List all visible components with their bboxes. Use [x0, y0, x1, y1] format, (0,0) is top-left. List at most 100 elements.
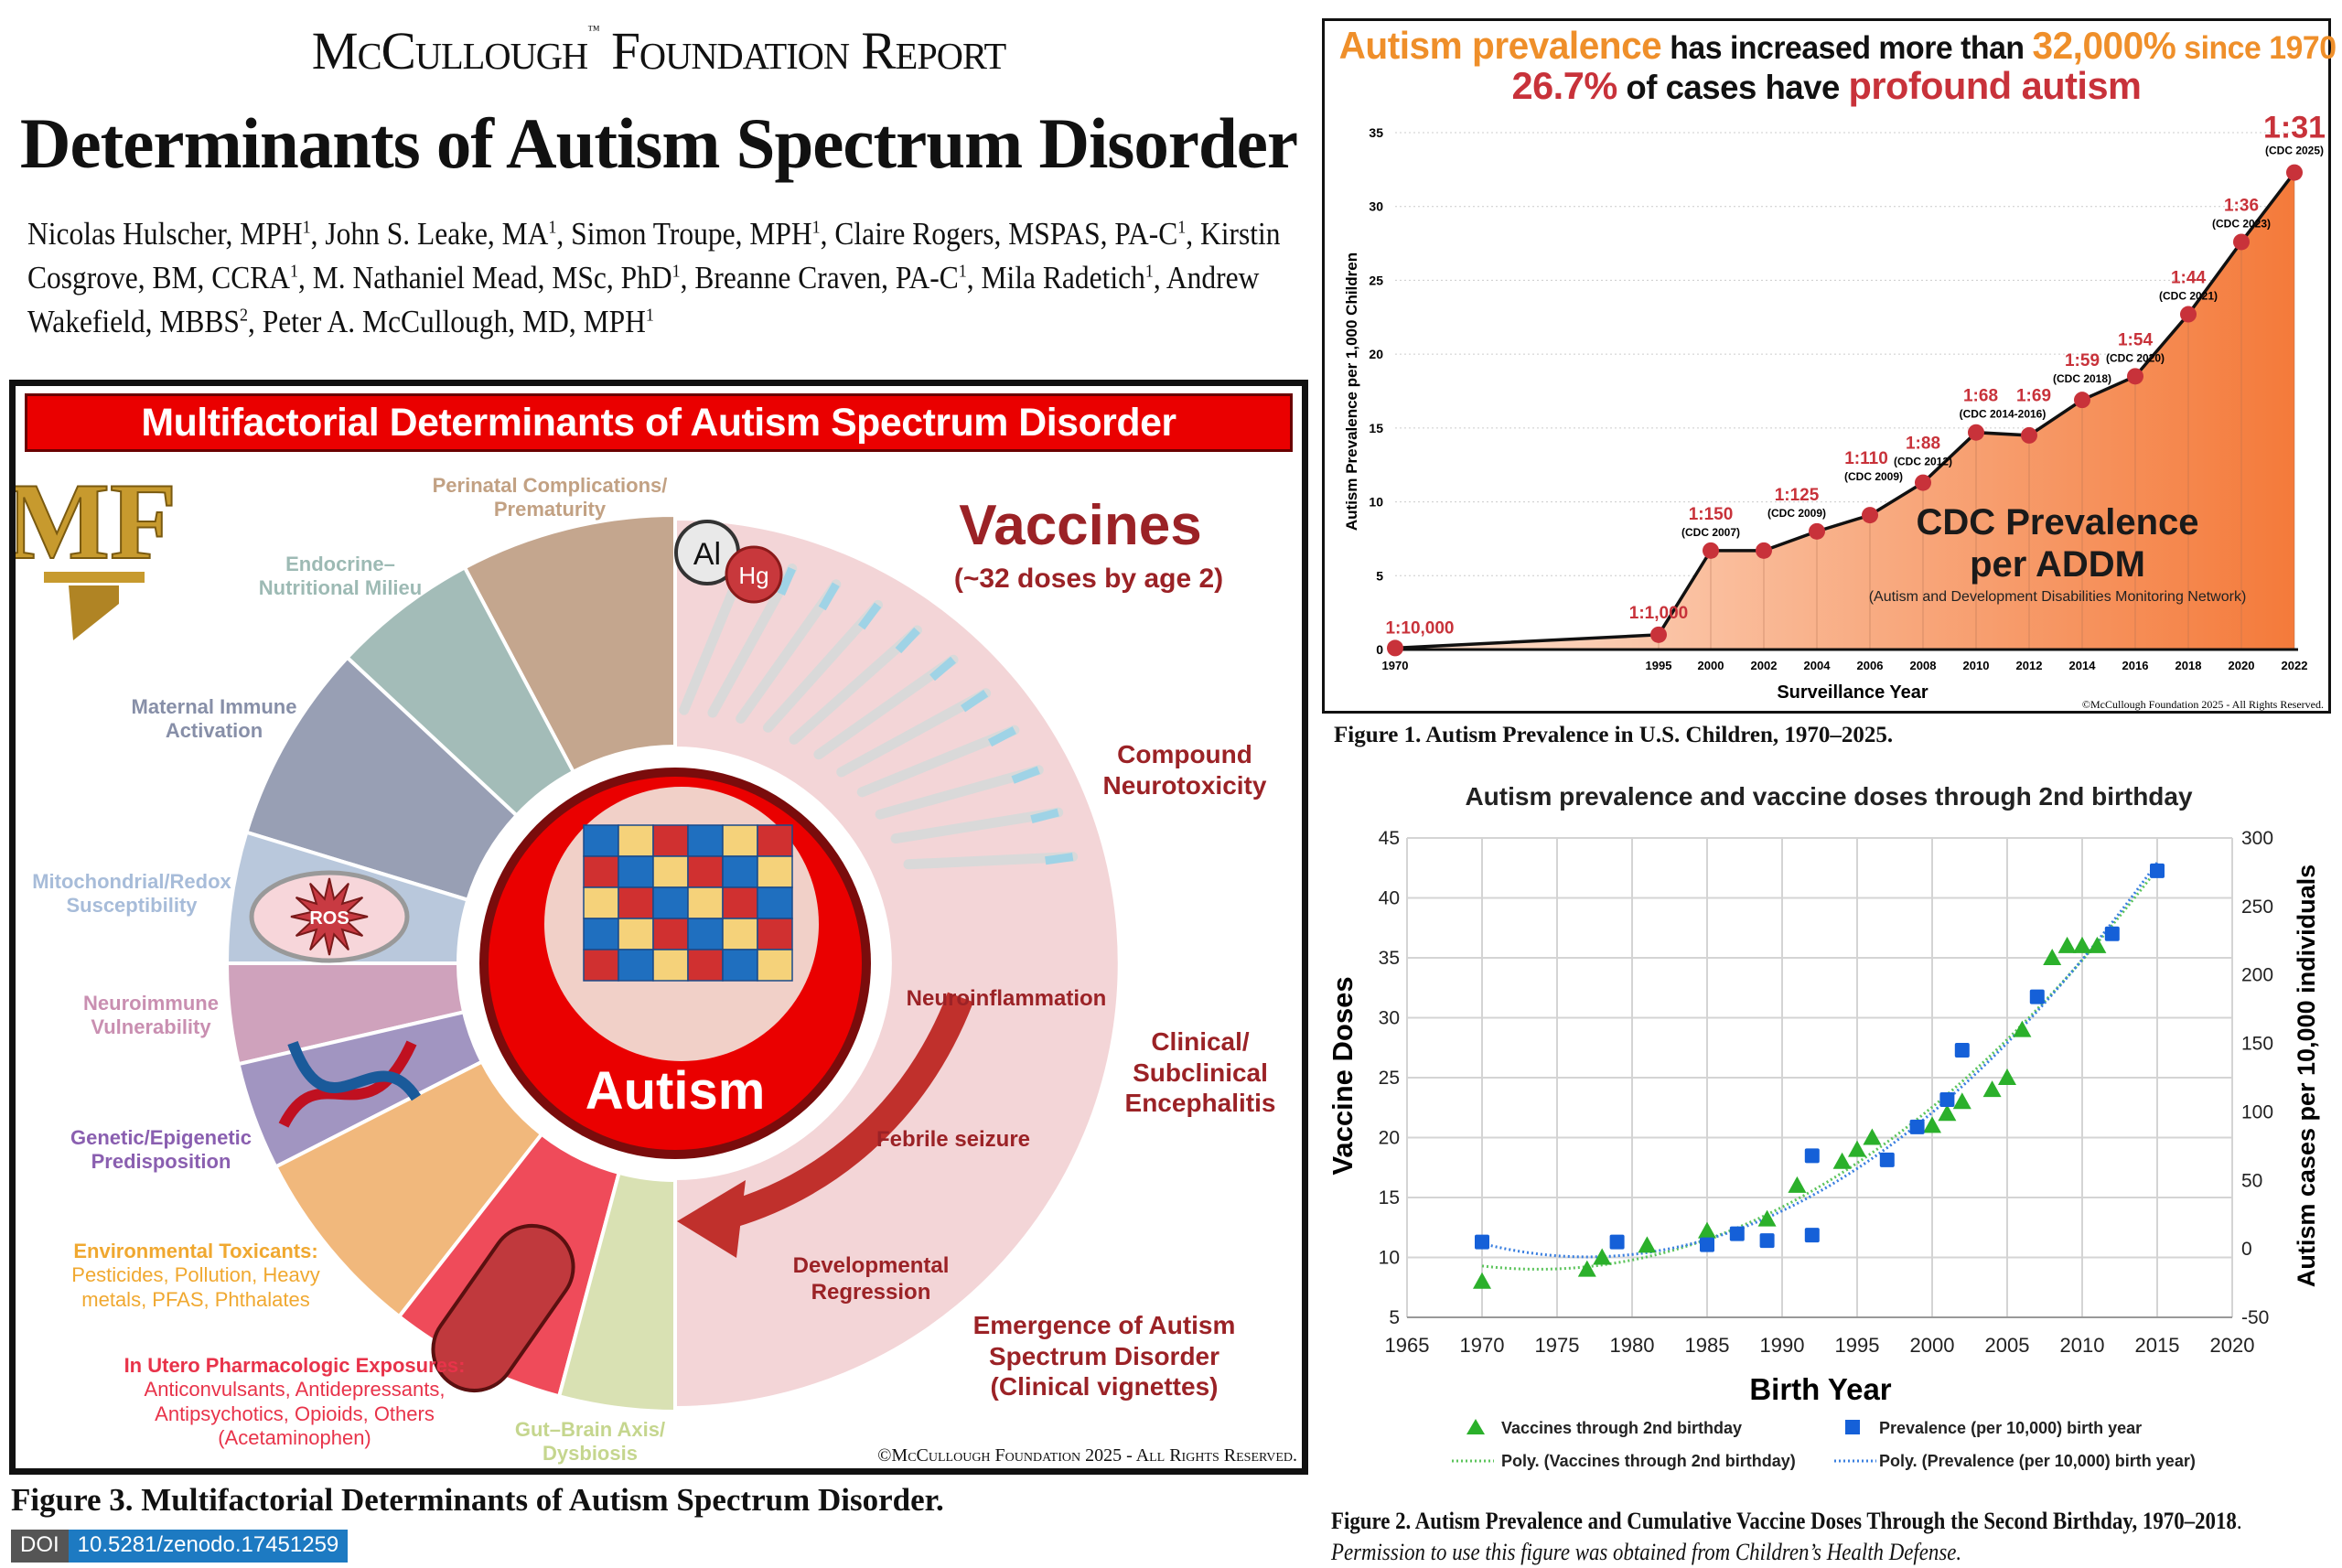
puzzle-piece [687, 918, 724, 950]
mf-logo: MF [16, 459, 177, 640]
figure-3-copyright: ©McCullough Foundation 2025 - All Rights… [877, 1445, 1297, 1466]
subheadline-part: 26.7% [1511, 64, 1618, 107]
puzzle-piece [722, 824, 758, 857]
headline-part: Autism prevalence [1338, 24, 1662, 67]
puzzle-piece [687, 855, 724, 888]
prevalence-point [1939, 1091, 1955, 1107]
figure-2-chart: Autism prevalence and vaccine doses thro… [1327, 782, 2320, 1470]
data-point [1862, 507, 1878, 524]
prevalence-point [2150, 863, 2165, 878]
factor-title: In Utero Pharmacologic Exposures: [124, 1354, 466, 1377]
data-point [1809, 522, 1825, 540]
trademark: ™ [587, 24, 600, 38]
vaccine-dose-point [2043, 949, 2062, 965]
source-label: (CDC 2018) [2053, 372, 2111, 385]
source-label: (CDC 2021) [2159, 290, 2218, 303]
puzzle-piece [618, 824, 654, 857]
syringe-tip [818, 582, 840, 611]
y-tick-label: 0 [1376, 642, 1383, 657]
vaccine-dose-point [1593, 1248, 1612, 1265]
puzzle-piece [687, 824, 724, 857]
encephalitis-label: Clinical/ Subclinical Encephalitis [1124, 1027, 1276, 1118]
mercury-icon [725, 545, 783, 604]
factor-label: Maternal Immune Activation [132, 695, 297, 744]
data-point [1915, 474, 1931, 491]
prevalence-point [1759, 1233, 1775, 1249]
vaccine-dose-point [1638, 1236, 1657, 1253]
data-point [1387, 639, 1403, 657]
figure-1 [1322, 18, 2331, 714]
ros-label: ROS [309, 908, 349, 929]
affiliation-marker: 1 [645, 305, 654, 326]
vaccine-dose-point [1982, 1080, 2002, 1098]
figure-3-caption: Figure 3. Multifactorial Determinants of… [11, 1482, 944, 1518]
factor-title: Mitochondrial/Redox [32, 870, 231, 893]
vaccine-dose-point [1698, 1221, 1716, 1239]
doi-value[interactable]: 10.5281/zenodo.17451259 [68, 1530, 349, 1563]
data-point [2233, 233, 2250, 251]
puzzle-piece [652, 886, 689, 919]
y2-tick-label: 200 [2241, 965, 2273, 986]
x-axis-label: Surveillance Year [1777, 682, 1928, 703]
doi-badge[interactable]: DOI 10.5281/zenodo.17451259 [11, 1530, 349, 1563]
ratio-label: 1:10,000 [1385, 618, 1454, 638]
factor-label: Environmental Toxicants: Pesticides, Poll… [59, 1240, 333, 1312]
x-tick-label: 2010 [1963, 659, 1990, 672]
x-tick-label: 2015 [2135, 1334, 2180, 1357]
autism-center-label: Autism [585, 1061, 766, 1121]
neuroinflammation-label: Neuroinflammation [906, 986, 1107, 1011]
x-tick-label: 2010 [2060, 1334, 2105, 1357]
syringe-tip [858, 602, 882, 630]
arrow-head-icon [677, 1180, 746, 1258]
prevalence-point [1954, 1043, 1970, 1058]
annotation-subtitle: (Autism and Development Disabilities Mon… [1869, 589, 2247, 605]
figure-1-caption: Figure 1. Autism Prevalence in U.S. Chil… [1334, 723, 1894, 747]
ratio-label: 1:88 [1906, 435, 1940, 454]
factor-label: Perinatal Complications/Prematurity [433, 474, 668, 522]
ratio-label: 1:44 [2171, 269, 2206, 288]
x-axis-label: Birth Year [1749, 1372, 1891, 1406]
affiliation-marker: 1 [1144, 261, 1154, 282]
author: Claire Rogers, MSPAS, PA-C1 [834, 216, 1187, 252]
data-point [1650, 626, 1667, 643]
y-axis-label: Vaccine Doses [1327, 976, 1359, 1175]
y-tick-label: 15 [1369, 421, 1383, 435]
y-tick-label: 10 [1379, 1248, 1400, 1269]
source-label: (CDC 2020) [2106, 351, 2165, 364]
prevalence-area [1395, 172, 2294, 650]
y-tick-label: 5 [1376, 568, 1383, 583]
factor-title: Maternal Immune [131, 695, 297, 718]
x-tick-label: 2004 [1804, 659, 1832, 672]
factor-title: Neuroimmune [83, 992, 219, 1015]
vaccines-subtitle: (~32 doses by age 2) [953, 564, 1224, 594]
x-tick-label: 2018 [2175, 659, 2202, 672]
y-tick-label: 35 [1369, 125, 1383, 140]
puzzle-piece [722, 949, 758, 982]
febrile-seizure-label: Febrile seizure [876, 1127, 1031, 1152]
puzzle-piece [652, 824, 689, 857]
vaccine-dose-point [1952, 1092, 1971, 1110]
factor-detail: Susceptibility [66, 894, 198, 918]
report-label: Foundation Report [611, 21, 1006, 81]
y-tick-label: 30 [1379, 1008, 1400, 1029]
doi-label: DOI [11, 1530, 69, 1563]
vaccine-dose-point [2088, 936, 2107, 953]
factor-label: Endocrine– Nutritional Milieu [259, 553, 422, 601]
factor-detail: Anticonvulsants, Antidepressants, Antips… [144, 1378, 446, 1450]
headline-part: has increased more than [1661, 30, 2033, 66]
affiliation-marker: 1 [1177, 217, 1187, 238]
ratio-label: 1:31 [2263, 111, 2326, 145]
syringe-tip [987, 726, 1016, 747]
author: Nicolas Hulscher, MPH1 [27, 216, 311, 252]
y2-tick-label: 300 [2241, 828, 2273, 849]
figure-1-chart: 0 5 10 15 20 25 30 35 1970 1:10,000 1995 1:1,000 200… [1343, 111, 2326, 711]
headline-part: 32,000% [2032, 24, 2176, 67]
puzzle-piece [687, 949, 724, 982]
syringe-tip [1045, 853, 1074, 865]
x-tick-label: 2000 [1910, 1334, 1955, 1357]
author: Mila Radetich1 [981, 260, 1154, 295]
x-tick-label: 2012 [2016, 659, 2043, 672]
vaccine-dose-point [1832, 1152, 1852, 1169]
puzzle-piece [722, 855, 758, 888]
figure-1-headline: Autism prevalence has increased more tha… [1338, 24, 2337, 68]
